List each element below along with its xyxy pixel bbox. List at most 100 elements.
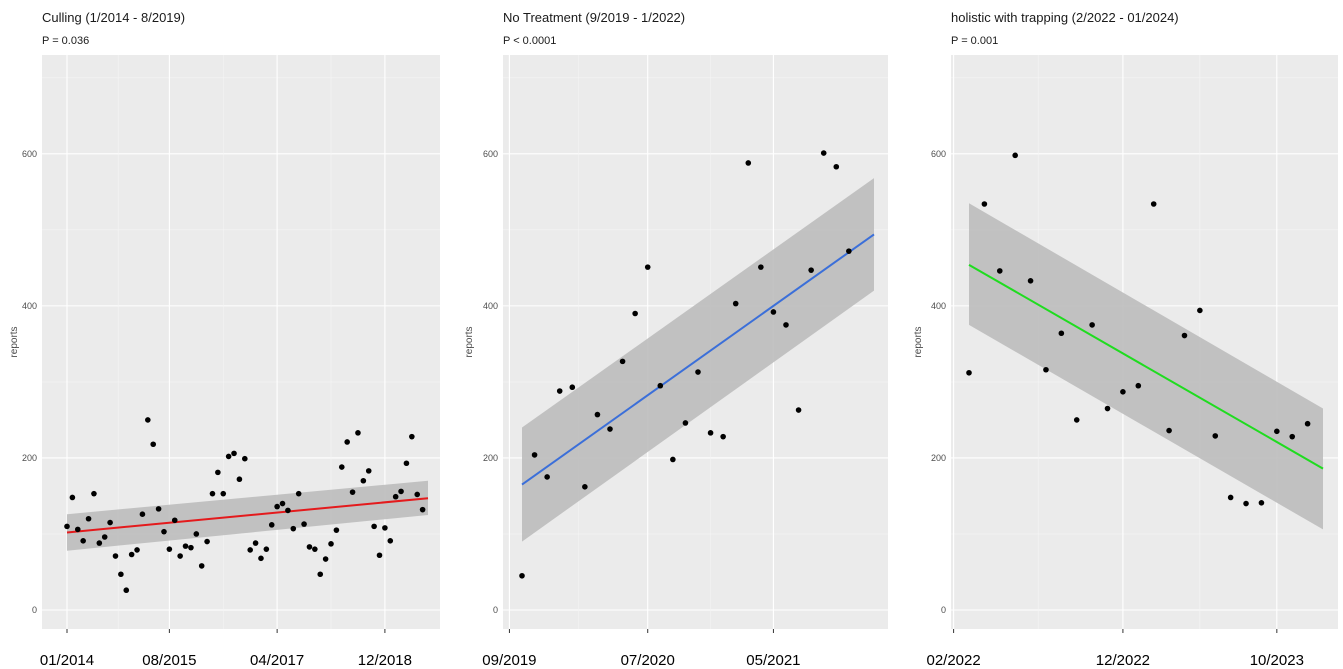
data-point bbox=[1089, 322, 1095, 328]
data-point bbox=[295, 490, 302, 497]
data-point bbox=[231, 450, 237, 457]
x-tick-label: 09/2019 bbox=[482, 652, 536, 669]
data-point bbox=[252, 540, 259, 546]
data-point bbox=[1058, 330, 1065, 337]
y-tick-label: 0 bbox=[32, 605, 37, 615]
data-point bbox=[594, 411, 601, 418]
data-point bbox=[619, 358, 626, 365]
y-tick-label: 200 bbox=[483, 453, 498, 463]
data-point bbox=[80, 538, 86, 544]
data-point bbox=[344, 439, 350, 445]
data-point bbox=[274, 503, 280, 510]
data-point bbox=[398, 488, 404, 495]
data-point bbox=[1274, 428, 1280, 435]
data-point bbox=[1012, 152, 1018, 159]
panel-holistic-trapping: holistic with trapping (2/2022 - 01/2024… bbox=[913, 10, 1338, 669]
x-tick-label: 12/2022 bbox=[1096, 652, 1150, 669]
data-point bbox=[682, 420, 689, 426]
data-point bbox=[820, 150, 827, 156]
y-tick-label: 0 bbox=[941, 605, 946, 615]
data-points bbox=[966, 152, 1311, 507]
x-tick-label: 02/2022 bbox=[926, 652, 980, 669]
data-point bbox=[382, 525, 388, 531]
data-point bbox=[290, 525, 297, 532]
data-point bbox=[833, 163, 840, 170]
regression-line bbox=[66, 497, 429, 534]
data-point bbox=[414, 491, 421, 498]
data-point bbox=[134, 547, 140, 553]
data-point bbox=[171, 517, 178, 524]
x-tick-label: 07/2020 bbox=[621, 652, 675, 669]
x-tick-label: 08/2015 bbox=[142, 652, 196, 669]
data-point bbox=[161, 528, 167, 535]
data-point bbox=[268, 522, 275, 528]
data-point bbox=[707, 430, 714, 436]
data-point bbox=[1104, 405, 1111, 412]
data-point bbox=[770, 309, 777, 315]
data-point bbox=[1304, 420, 1311, 427]
y-tick-label: 0 bbox=[493, 605, 498, 615]
data-point bbox=[996, 268, 1003, 274]
data-point bbox=[166, 546, 173, 552]
panel-title: No Treatment (9/2019 - 1/2022) bbox=[503, 10, 685, 25]
panel-p-value: P = 0.001 bbox=[951, 35, 998, 47]
y-tick-label: 600 bbox=[22, 149, 37, 159]
data-point bbox=[145, 417, 151, 423]
data-point bbox=[376, 552, 383, 559]
data-point bbox=[1289, 433, 1296, 440]
data-point bbox=[966, 369, 972, 376]
data-point bbox=[74, 526, 81, 533]
x-tick-labels: 02/2022 12/2022 10/2023 bbox=[926, 629, 1304, 669]
data-point bbox=[1197, 307, 1203, 314]
data-point bbox=[193, 531, 200, 537]
panel-no-treatment: No Treatment (9/2019 - 1/2022) P < 0.000… bbox=[464, 10, 888, 669]
data-point bbox=[657, 382, 664, 389]
panel-p-value: P = 0.036 bbox=[42, 35, 89, 47]
data-point bbox=[322, 556, 329, 562]
data-point bbox=[225, 453, 232, 460]
data-point bbox=[242, 455, 248, 462]
data-point bbox=[64, 523, 70, 530]
data-point bbox=[392, 493, 399, 500]
data-point bbox=[1027, 277, 1034, 284]
data-point bbox=[387, 538, 394, 544]
data-point bbox=[182, 543, 189, 549]
data-point bbox=[371, 523, 377, 530]
data-point bbox=[236, 476, 243, 483]
data-point bbox=[139, 511, 146, 517]
data-point bbox=[220, 490, 227, 497]
data-point bbox=[1181, 332, 1188, 339]
y-tick-label: 600 bbox=[931, 149, 946, 159]
data-point bbox=[123, 587, 130, 594]
y-axis-label: reports bbox=[913, 326, 924, 357]
regression-line bbox=[968, 263, 1324, 470]
data-point bbox=[1150, 201, 1157, 207]
data-point bbox=[263, 546, 270, 552]
data-point bbox=[91, 490, 97, 497]
data-point bbox=[150, 441, 157, 448]
data-point bbox=[1212, 433, 1219, 439]
x-tick-label: 01/2014 bbox=[40, 652, 94, 669]
data-point bbox=[107, 519, 113, 526]
data-point bbox=[808, 267, 814, 273]
x-tick-labels: 01/2014 08/2015 04/2017 12/2018 bbox=[40, 629, 412, 669]
regression-line-path bbox=[968, 263, 1324, 470]
y-tick-label: 600 bbox=[483, 149, 498, 159]
data-point bbox=[301, 521, 307, 527]
data-point bbox=[118, 571, 124, 578]
data-point bbox=[544, 474, 550, 480]
y-tick-label: 400 bbox=[483, 301, 498, 311]
data-point bbox=[670, 456, 676, 463]
data-point bbox=[317, 571, 324, 578]
data-point bbox=[333, 527, 340, 533]
data-point bbox=[349, 489, 356, 495]
data-point bbox=[758, 264, 764, 270]
x-tick-label: 12/2018 bbox=[358, 652, 412, 669]
data-point bbox=[1258, 499, 1265, 506]
data-point bbox=[112, 553, 119, 559]
data-point bbox=[531, 452, 538, 458]
data-point bbox=[306, 544, 313, 550]
data-point bbox=[215, 469, 221, 476]
data-point bbox=[720, 433, 726, 440]
y-tick-label: 400 bbox=[931, 301, 946, 311]
